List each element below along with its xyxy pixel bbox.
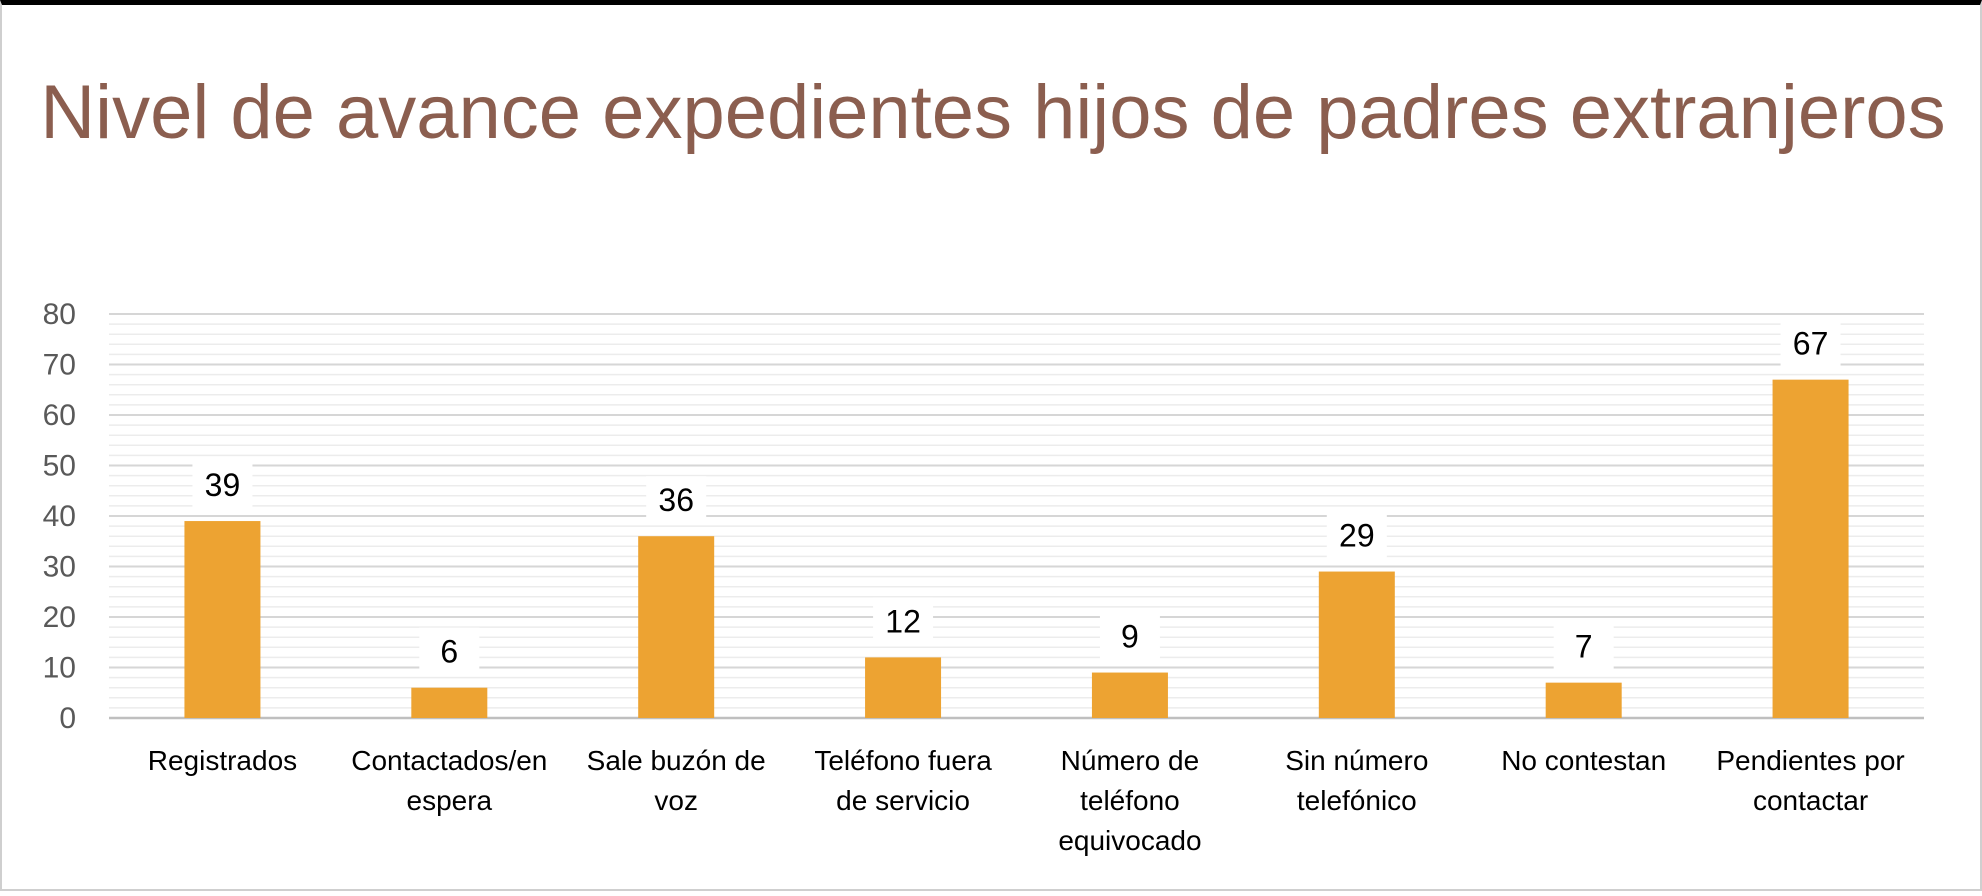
y-tick-label: 10 bbox=[43, 652, 76, 685]
bar bbox=[1091, 672, 1168, 718]
category-label: No contestan bbox=[1501, 745, 1666, 776]
data-label: 7 bbox=[1575, 629, 1593, 665]
category-label-line: Sale buzón de bbox=[587, 745, 766, 776]
y-tick-label: 40 bbox=[43, 500, 76, 533]
category-label-line: Número de bbox=[1061, 745, 1200, 776]
y-tick-label: 50 bbox=[43, 450, 76, 483]
data-label: 6 bbox=[440, 634, 458, 670]
data-label-background bbox=[1553, 622, 1614, 669]
category-label: Número de teléfono equivocado bbox=[1058, 745, 1201, 856]
category-label-line: telefónico bbox=[1297, 785, 1417, 816]
major-gridlines bbox=[109, 313, 1924, 720]
bars bbox=[184, 379, 1849, 718]
data-labels: 39 6 36 12 9 29 7 67 bbox=[192, 319, 1841, 674]
data-label: 29 bbox=[1339, 518, 1375, 554]
x-axis: Registrados Contactados/en espera Sale buzó… bbox=[148, 745, 1905, 856]
y-axis: 0 10 20 30 40 50 60 70 80 bbox=[43, 298, 76, 735]
category-label: Pendientes por contactar bbox=[1716, 745, 1904, 816]
data-label-background bbox=[1780, 319, 1841, 366]
category-label: Contactados/en espera bbox=[351, 745, 547, 816]
data-label: 36 bbox=[658, 482, 694, 518]
data-label: 12 bbox=[885, 603, 921, 639]
category-label-line: Sin número bbox=[1285, 745, 1428, 776]
data-label: 9 bbox=[1121, 619, 1139, 655]
category-label: Registrados bbox=[148, 745, 297, 776]
data-label-background bbox=[646, 476, 707, 523]
data-label-background bbox=[873, 597, 934, 644]
data-label: 39 bbox=[205, 467, 241, 503]
bar bbox=[1545, 682, 1622, 718]
category-label-line: equivocado bbox=[1058, 825, 1201, 856]
bar bbox=[1772, 379, 1849, 718]
y-tick-label: 0 bbox=[59, 702, 76, 735]
category-label-line: voz bbox=[654, 785, 698, 816]
category-label: Sin número telefónico bbox=[1285, 745, 1428, 816]
data-label: 67 bbox=[1793, 326, 1829, 362]
y-tick-label: 30 bbox=[43, 551, 76, 584]
category-label-line: Contactados/en bbox=[351, 745, 547, 776]
category-label-line: Teléfono fuera bbox=[814, 745, 992, 776]
category-label-line: de servicio bbox=[836, 785, 970, 816]
category-label: Teléfono fuera de servicio bbox=[814, 745, 992, 816]
data-label-background bbox=[1326, 511, 1387, 558]
category-label-line: Pendientes por bbox=[1716, 745, 1904, 776]
data-label-background bbox=[192, 461, 253, 508]
category-label-line: No contestan bbox=[1501, 745, 1666, 776]
y-tick-label: 20 bbox=[43, 601, 76, 634]
category-label-line: contactar bbox=[1753, 785, 1868, 816]
category-label-line: Registrados bbox=[148, 745, 297, 776]
y-tick-label: 70 bbox=[43, 349, 76, 382]
y-tick-label: 60 bbox=[43, 399, 76, 432]
bar-chart: 0 10 20 30 40 50 60 70 80 39 6 36 12 9 29 7 67 Registra… bbox=[43, 298, 1924, 856]
category-label-line: espera bbox=[407, 785, 493, 816]
data-label-background bbox=[1099, 612, 1160, 659]
bar bbox=[1318, 571, 1395, 718]
category-label: Sale buzón de voz bbox=[587, 745, 766, 816]
category-label-line: teléfono bbox=[1080, 785, 1180, 816]
bar bbox=[865, 657, 942, 718]
bar bbox=[411, 687, 488, 718]
y-tick-label: 80 bbox=[43, 298, 76, 331]
bar bbox=[184, 521, 261, 718]
bar bbox=[638, 536, 715, 718]
data-label-background bbox=[419, 627, 480, 674]
chart-title: Nivel de avance expedientes hijos de pad… bbox=[40, 70, 1946, 155]
